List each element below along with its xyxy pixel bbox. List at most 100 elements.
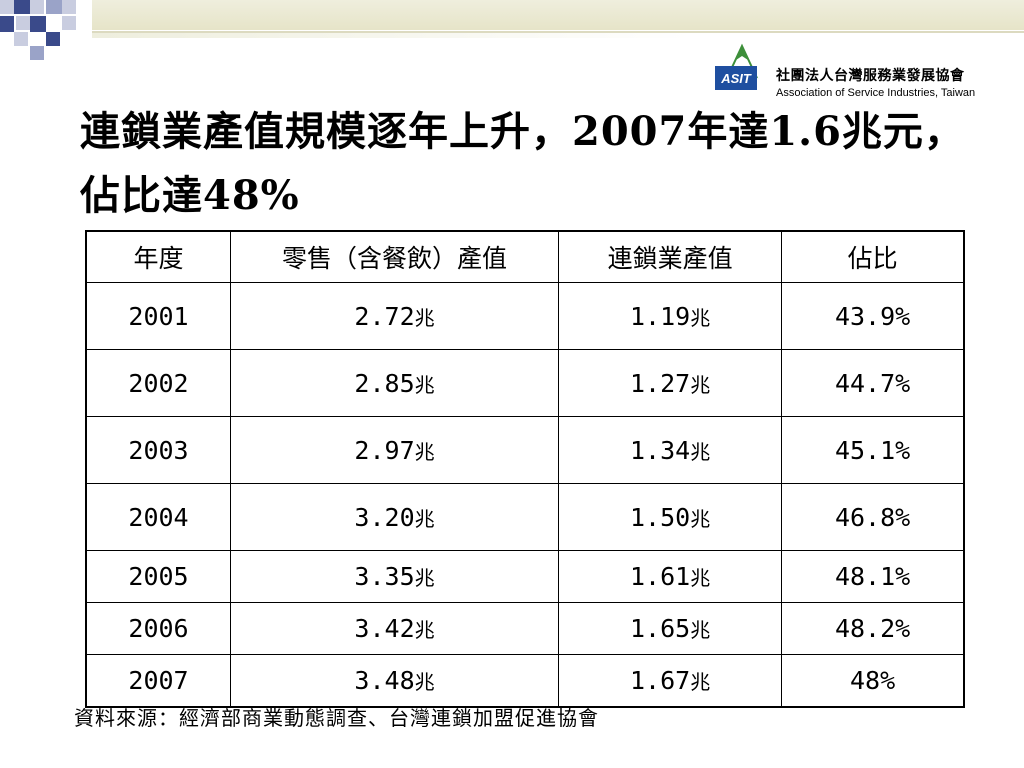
unit-label: 兆: [414, 372, 435, 397]
cell-retail-output: 2.97兆: [230, 416, 560, 484]
cell-year: 2001: [85, 282, 232, 350]
cell-chain-output-value: 1.50: [629, 502, 691, 532]
cell-chain-output-value: 1.34: [629, 435, 691, 465]
cell-chain-output-value: 1.19: [629, 301, 691, 331]
table-row: 2007 3.48兆 1.67兆 48%: [85, 654, 965, 708]
cell-year-value: 2007: [128, 666, 189, 695]
cell-retail-output-value: 2.97: [354, 435, 415, 465]
unit-label: 兆: [414, 506, 435, 531]
unit-label: 兆: [690, 618, 711, 642]
chain-output-table: 年度 零售（含餐飲）產值 連鎖業產值 佔比 2001 2.72兆 1.19兆 43.9…: [85, 230, 965, 708]
cell-share-value: 46.8%: [834, 502, 911, 532]
cell-year-value: 2004: [128, 502, 189, 532]
unit-label: 兆: [414, 566, 435, 590]
unit-label: 兆: [414, 305, 435, 330]
cell-retail-output: 3.48兆: [230, 654, 560, 708]
decor-square: [0, 16, 14, 32]
cell-share: 46.8%: [781, 483, 965, 551]
cell-share: 44.7%: [781, 349, 965, 417]
cell-retail-output: 2.85兆: [230, 349, 560, 417]
cell-year: 2003: [85, 416, 232, 484]
decor-square: [16, 16, 30, 30]
cell-retail-output-value: 3.35: [354, 562, 415, 591]
decor-square: [30, 16, 46, 32]
cell-chain-output: 1.27兆: [558, 349, 783, 417]
cell-year: 2002: [85, 349, 232, 417]
cell-retail-output-value: 2.72: [354, 301, 415, 331]
decor-square: [0, 0, 14, 14]
cell-chain-output-value: 1.61: [629, 562, 691, 591]
cell-chain-output-value: 1.65: [629, 614, 691, 643]
cell-chain-output: 1.67兆: [558, 654, 783, 708]
decor-square: [46, 0, 62, 14]
cell-chain-output: 1.61兆: [558, 550, 783, 603]
cell-year: 2004: [85, 483, 232, 551]
svg-text:ASIT: ASIT: [720, 71, 752, 86]
cell-retail-output: 3.42兆: [230, 602, 560, 655]
unit-label: 兆: [690, 506, 711, 531]
header-band: [92, 0, 1024, 30]
cell-year: 2007: [85, 654, 232, 708]
cell-share-value: 44.7%: [834, 368, 911, 398]
cell-retail-output: 3.35兆: [230, 550, 560, 603]
unit-label: 兆: [690, 566, 711, 590]
table-row: 2003 2.97兆 1.34兆 45.1%: [85, 416, 965, 484]
table-row: 2004 3.20兆 1.50兆 46.8%: [85, 483, 965, 551]
cell-year-value: 2006: [128, 614, 189, 643]
header-year: 年度: [85, 230, 232, 283]
logo-name-chinese: 社團法人台灣服務業發展協會: [776, 68, 965, 84]
unit-label: 兆: [414, 670, 435, 694]
cell-year-value: 2001: [128, 301, 189, 331]
asit-logo: ASIT 社團法人台灣服務業發展協會 Association of Servic…: [712, 40, 1012, 102]
table-row: 2005 3.35兆 1.61兆 48.1%: [85, 550, 965, 603]
decor-square: [14, 32, 28, 46]
cell-share-value: 48.1%: [834, 562, 911, 591]
cell-year: 2005: [85, 550, 232, 603]
cell-share: 48%: [781, 654, 965, 708]
cell-chain-output: 1.19兆: [558, 282, 783, 350]
cell-share: 43.9%: [781, 282, 965, 350]
cell-retail-output-value: 2.85: [354, 368, 415, 398]
source-note: 資料來源：經濟部商業動態調查、台灣連鎖加盟促進協會: [74, 706, 599, 730]
cell-share: 48.1%: [781, 550, 965, 603]
decor-square: [62, 0, 76, 14]
unit-label: 兆: [414, 618, 435, 642]
cell-chain-output: 1.34兆: [558, 416, 783, 484]
cell-chain-output: 1.65兆: [558, 602, 783, 655]
cell-share: 48.2%: [781, 602, 965, 655]
cell-chain-output-value: 1.27: [629, 368, 691, 398]
unit-label: 兆: [690, 439, 711, 464]
cell-share: 45.1%: [781, 416, 965, 484]
unit-label: 兆: [414, 439, 435, 464]
decor-square: [62, 16, 76, 30]
cell-share-value: 48.2%: [834, 614, 911, 643]
cell-chain-output-value: 1.67: [629, 666, 691, 695]
header-fade: [92, 33, 692, 38]
unit-label: 兆: [690, 670, 711, 694]
decor-square: [30, 46, 44, 60]
cell-retail-output: 3.20兆: [230, 483, 560, 551]
decor-square: [46, 32, 60, 46]
cell-year-value: 2003: [128, 435, 189, 465]
table-header-row: 年度 零售（含餐飲）產值 連鎖業產值 佔比: [85, 230, 965, 283]
decor-square: [30, 0, 44, 14]
cell-year: 2006: [85, 602, 232, 655]
cell-year-value: 2005: [128, 562, 189, 591]
cell-retail-output-value: 3.20: [354, 502, 415, 532]
header-divider: [92, 31, 1024, 33]
header-chain-output: 連鎖業產值: [558, 230, 783, 283]
cell-share-value: 48%: [850, 666, 896, 695]
cell-retail-output-value: 3.48: [354, 666, 415, 695]
logo-name-english: Association of Service Industries, Taiwa…: [776, 87, 976, 99]
cell-chain-output: 1.50兆: [558, 483, 783, 551]
cell-share-value: 45.1%: [834, 435, 911, 465]
slide-title: 連鎖業產值規模逐年上升，2007年達1.6兆元，佔比達48%: [80, 108, 965, 219]
decor-square: [14, 0, 30, 14]
unit-label: 兆: [690, 372, 711, 397]
asit-logo-icon: ASIT: [715, 43, 759, 90]
cell-share-value: 43.9%: [834, 301, 911, 331]
table-row: 2002 2.85兆 1.27兆 44.7%: [85, 349, 965, 417]
cell-retail-output: 2.72兆: [230, 282, 560, 350]
cell-retail-output-value: 3.42: [354, 614, 415, 643]
table-row: 2001 2.72兆 1.19兆 43.9%: [85, 282, 965, 350]
